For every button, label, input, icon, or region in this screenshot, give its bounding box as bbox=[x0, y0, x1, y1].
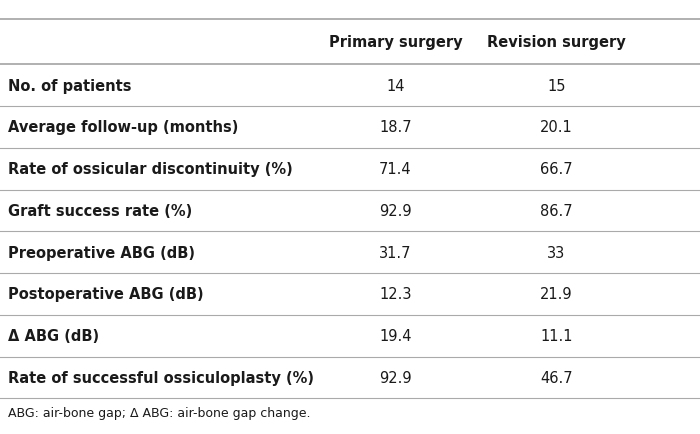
Text: Postoperative ABG (dB): Postoperative ABG (dB) bbox=[8, 287, 204, 302]
Text: 12.3: 12.3 bbox=[379, 287, 412, 302]
Text: Average follow-up (months): Average follow-up (months) bbox=[8, 120, 239, 135]
Text: 20.1: 20.1 bbox=[540, 120, 573, 135]
Text: Revision surgery: Revision surgery bbox=[487, 35, 626, 50]
Text: No. of patients: No. of patients bbox=[8, 79, 132, 93]
Text: Δ ABG (dB): Δ ABG (dB) bbox=[8, 329, 99, 343]
Text: Graft success rate (%): Graft success rate (%) bbox=[8, 204, 192, 218]
Text: 19.4: 19.4 bbox=[379, 329, 412, 343]
Text: 86.7: 86.7 bbox=[540, 204, 573, 218]
Text: 15: 15 bbox=[547, 79, 566, 93]
Text: Primary surgery: Primary surgery bbox=[329, 35, 462, 50]
Text: 92.9: 92.9 bbox=[379, 370, 412, 385]
Text: 33: 33 bbox=[547, 245, 566, 260]
Text: 66.7: 66.7 bbox=[540, 162, 573, 177]
Text: Rate of ossicular discontinuity (%): Rate of ossicular discontinuity (%) bbox=[8, 162, 293, 177]
Text: 92.9: 92.9 bbox=[379, 204, 412, 218]
Text: Rate of successful ossiculoplasty (%): Rate of successful ossiculoplasty (%) bbox=[8, 370, 314, 385]
Text: 14: 14 bbox=[386, 79, 405, 93]
Text: 18.7: 18.7 bbox=[379, 120, 412, 135]
Text: 31.7: 31.7 bbox=[379, 245, 412, 260]
Text: Preoperative ABG (dB): Preoperative ABG (dB) bbox=[8, 245, 195, 260]
Text: 21.9: 21.9 bbox=[540, 287, 573, 302]
Text: 46.7: 46.7 bbox=[540, 370, 573, 385]
Text: ABG: air-bone gap; Δ ABG: air-bone gap change.: ABG: air-bone gap; Δ ABG: air-bone gap c… bbox=[8, 406, 311, 419]
Text: 11.1: 11.1 bbox=[540, 329, 573, 343]
Text: 71.4: 71.4 bbox=[379, 162, 412, 177]
